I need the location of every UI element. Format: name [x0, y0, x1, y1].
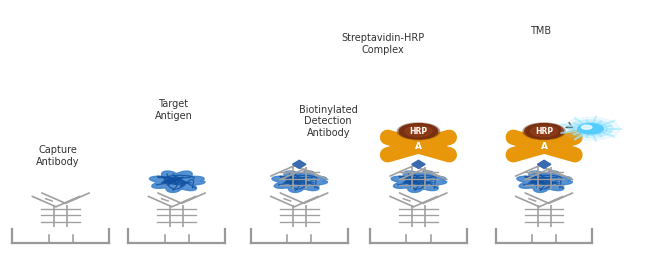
Polygon shape [517, 171, 573, 192]
Circle shape [523, 123, 566, 140]
Polygon shape [538, 160, 551, 168]
Circle shape [578, 124, 603, 134]
Circle shape [582, 125, 592, 129]
Text: TMB: TMB [530, 26, 551, 36]
Text: HRP: HRP [535, 127, 553, 136]
Circle shape [397, 123, 439, 140]
Polygon shape [150, 171, 205, 192]
Circle shape [562, 117, 619, 140]
Polygon shape [391, 171, 447, 192]
Text: Target
Antigen: Target Antigen [155, 100, 192, 121]
Polygon shape [411, 160, 425, 168]
Circle shape [568, 120, 613, 138]
Circle shape [525, 124, 564, 139]
Circle shape [574, 122, 607, 135]
Polygon shape [292, 160, 306, 168]
Text: HRP: HRP [410, 127, 428, 136]
Circle shape [530, 126, 558, 136]
Text: Streptavidin-HRP
Complex: Streptavidin-HRP Complex [341, 33, 424, 55]
Text: A: A [415, 141, 422, 151]
Circle shape [411, 129, 425, 134]
Circle shape [399, 124, 438, 139]
Text: Capture
Antibody: Capture Antibody [36, 145, 79, 167]
Circle shape [405, 126, 432, 136]
Text: Biotinylated
Detection
Antibody: Biotinylated Detection Antibody [299, 105, 358, 138]
Text: A: A [541, 141, 547, 151]
Polygon shape [272, 171, 328, 192]
Circle shape [538, 129, 551, 134]
